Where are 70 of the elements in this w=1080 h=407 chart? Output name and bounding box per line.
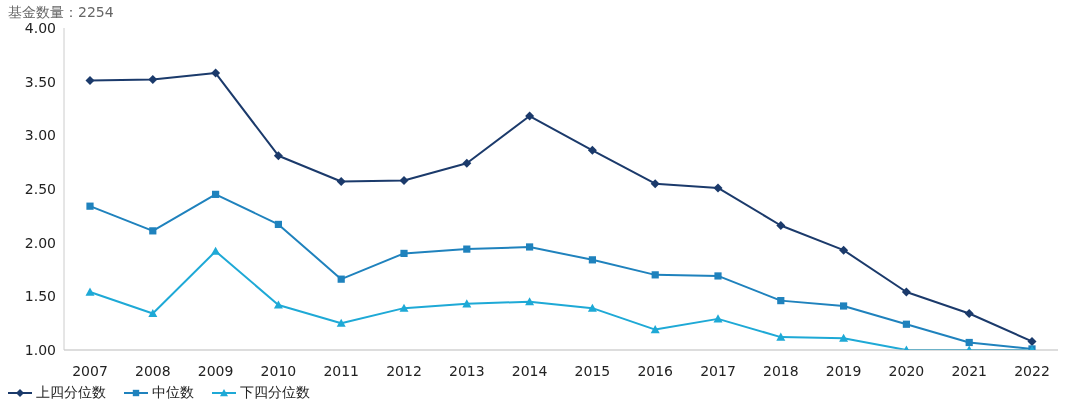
point [337, 275, 345, 283]
point [964, 309, 974, 319]
point [714, 272, 722, 280]
y-tick-label: 2.00 [24, 234, 56, 251]
x-tick-label: 2011 [323, 362, 360, 379]
point [336, 176, 346, 186]
point [86, 202, 94, 210]
y-tick-label: 3.00 [24, 127, 56, 144]
x-tick-label: 2013 [448, 362, 485, 379]
y-tick-label: 1.50 [24, 288, 56, 305]
point [587, 145, 597, 155]
point [148, 309, 158, 318]
legend-label: 下四分位数 [240, 384, 310, 402]
point [212, 190, 220, 198]
point [587, 303, 597, 312]
x-tick-label: 2020 [888, 362, 925, 379]
point [273, 151, 283, 161]
point [149, 227, 157, 235]
point [839, 245, 849, 255]
point [525, 297, 535, 306]
point [651, 271, 659, 279]
point [336, 318, 346, 327]
point [839, 333, 849, 342]
point [211, 68, 221, 78]
x-tick-label: 2016 [637, 362, 674, 379]
point [462, 299, 472, 308]
point [211, 246, 221, 255]
x-tick-label: 2019 [825, 362, 862, 379]
point [713, 183, 723, 193]
x-tick-label: 2009 [197, 362, 234, 379]
y-tick-label: 1.00 [24, 341, 56, 358]
x-tick-label: 2008 [134, 362, 171, 379]
point [274, 220, 282, 229]
y-tick-label: 2.50 [24, 180, 56, 197]
point [400, 249, 408, 257]
point [840, 302, 848, 310]
x-tick-label: 2022 [1014, 362, 1050, 379]
legend-label: 上四分位数 [36, 384, 106, 402]
chart-title: 基金数量：2254 [8, 3, 115, 22]
x-tick-label: 2017 [700, 362, 736, 379]
point [902, 320, 910, 328]
point [901, 287, 911, 297]
point [965, 338, 973, 347]
x-tick-label: 2014 [511, 362, 548, 379]
point [399, 175, 409, 185]
point [148, 75, 158, 85]
point [526, 243, 534, 251]
x-tick-label: 2012 [386, 362, 422, 379]
point [525, 111, 535, 121]
point [588, 256, 596, 264]
x-tick-label: 2018 [762, 362, 799, 379]
point [776, 332, 786, 341]
point [776, 220, 786, 230]
y-tick-label: 4.00 [24, 19, 56, 36]
x-tick-label: 2010 [260, 362, 297, 379]
point [85, 287, 95, 296]
point [1027, 336, 1037, 346]
point [85, 76, 95, 86]
point [777, 297, 785, 305]
legend-label: 中位数 [152, 384, 194, 402]
point [273, 300, 283, 309]
x-tick-label: 2021 [951, 362, 988, 379]
point [650, 325, 660, 334]
y-tick-label: 3.50 [24, 73, 56, 90]
point [650, 179, 660, 189]
point [463, 245, 471, 253]
point [462, 158, 472, 168]
point [399, 303, 409, 312]
x-tick-label: 2007 [72, 362, 108, 379]
x-tick-label: 2015 [574, 362, 611, 379]
